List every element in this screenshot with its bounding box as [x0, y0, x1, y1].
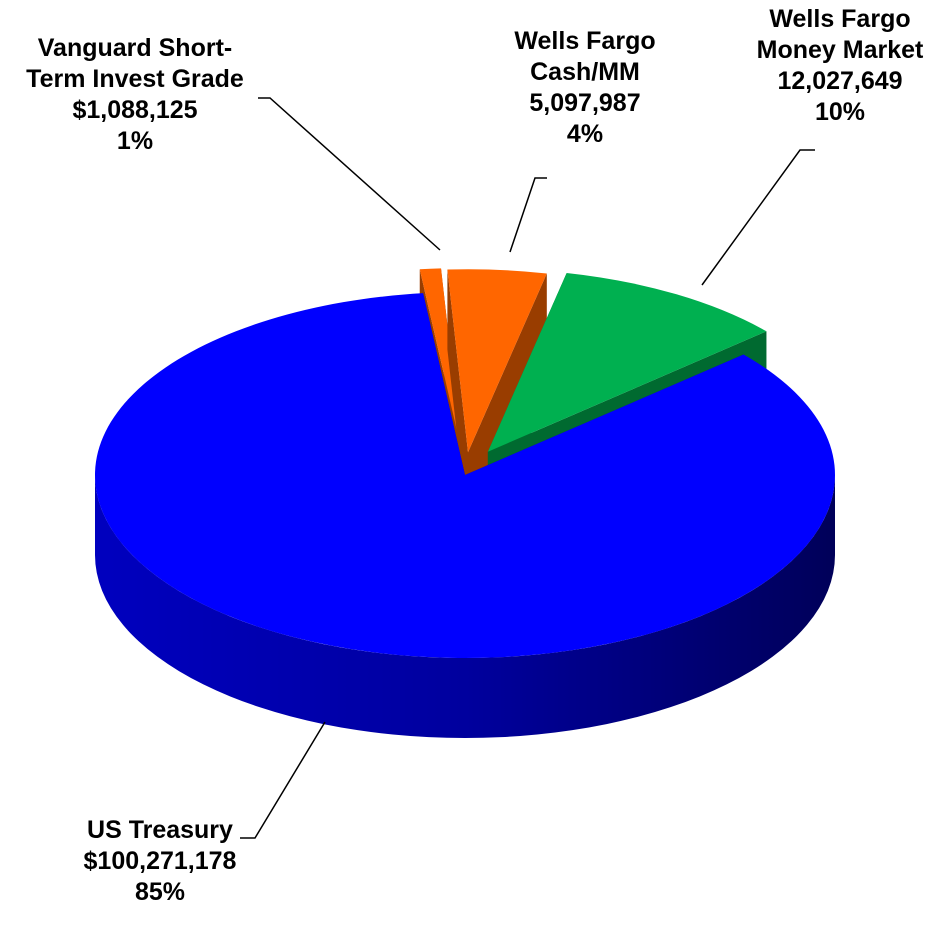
- slice-top: [95, 293, 835, 658]
- percent-label: 4%: [566, 120, 604, 148]
- slice-top: [419, 268, 462, 452]
- value-label: 5,097,987: [529, 89, 641, 117]
- value-label: $1,088,125: [72, 96, 198, 124]
- leader-line: [240, 721, 326, 839]
- pie: [95, 268, 835, 738]
- value-label: 12,027,649: [777, 67, 903, 95]
- category-label: Vanguard Short-Term Invest Grade: [26, 34, 244, 93]
- leader-line: [701, 149, 815, 286]
- leader-line: [509, 177, 547, 253]
- category-label: Wells Fargo Money Market: [756, 5, 924, 64]
- category-label: Wells Fargo Cash/MM: [514, 27, 656, 86]
- percent-label: 1%: [116, 127, 154, 155]
- slice: [95, 293, 835, 738]
- value-label: $100,271,178: [83, 847, 237, 875]
- leader-line: [258, 97, 441, 251]
- category-label: US Treasury: [87, 816, 233, 844]
- data-label: US Treasury $100,271,178 85%: [40, 815, 280, 908]
- data-label: Wells Fargo Money Market 12,027,649 10%: [730, 4, 948, 128]
- slice-side: [95, 475, 835, 738]
- percent-label: 85%: [134, 878, 186, 906]
- leader-lines: [240, 97, 815, 839]
- slice-top: [487, 272, 767, 452]
- slice-top: [447, 269, 547, 453]
- data-label: Wells Fargo Cash/MM 5,097,987 4%: [500, 26, 670, 150]
- percent-label: 10%: [814, 98, 866, 126]
- data-label: Vanguard Short-Term Invest Grade $1,088,1…: [10, 33, 260, 157]
